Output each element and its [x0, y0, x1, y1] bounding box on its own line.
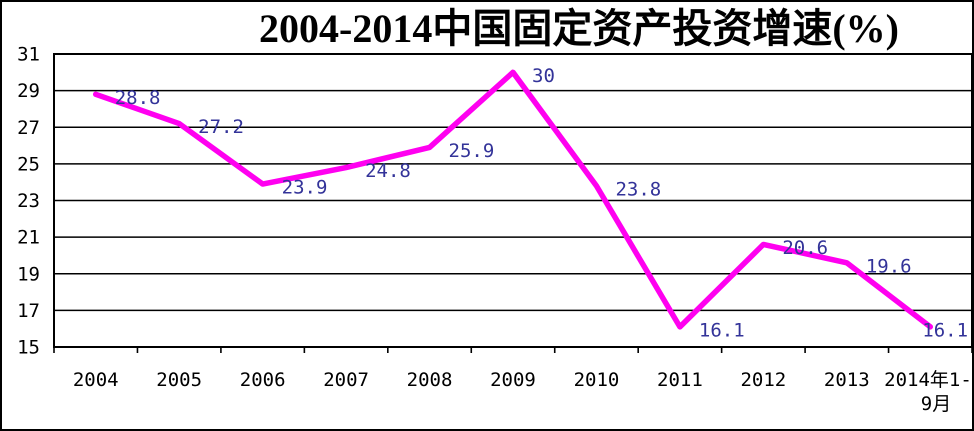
series-line	[92, 69, 934, 330]
data-point-label: 16.1	[699, 319, 745, 341]
x-axis-tick-label: 2005	[156, 369, 202, 391]
x-axis-tick-label: 2014年1-9月	[884, 369, 972, 415]
data-point-label: 30	[532, 65, 555, 87]
data-point-label: 23.8	[615, 178, 661, 200]
x-axis-tick-label: 2007	[323, 369, 369, 391]
chart-title: 2004-2014中国固定资产投资增速(%)	[259, 6, 899, 51]
x-axis-tick-label: 2009	[490, 369, 536, 391]
x-axis-tick-label: 2008	[407, 369, 453, 391]
data-point-label: 25.9	[449, 140, 495, 162]
x-axis-tick-label: 2004	[73, 369, 119, 391]
y-axis-tick-label: 27	[17, 117, 40, 139]
y-axis-tick-label: 15	[17, 337, 40, 359]
y-axis-tick-label: 23	[17, 190, 40, 212]
x-axis-tick-label: 2013	[824, 369, 870, 391]
data-point-label: 24.8	[365, 160, 411, 182]
x-axis-tick-label: 2010	[574, 369, 620, 391]
y-axis-tick-label: 29	[17, 80, 40, 102]
x-axis-tick-label: 2012	[740, 369, 786, 391]
data-point-label: 20.6	[782, 237, 828, 259]
data-point-label: 27.2	[198, 116, 244, 138]
data-point-label: 16.1	[922, 319, 968, 341]
x-axis-tick-label: 2011	[657, 369, 703, 391]
data-point-label: 28.8	[115, 87, 161, 109]
y-axis-tick-label: 25	[17, 153, 40, 175]
y-axis-tick-label: 21	[17, 227, 40, 249]
data-point-label: 23.9	[282, 177, 328, 199]
y-axis-tick-label: 19	[17, 263, 40, 285]
y-axis-tick-label: 17	[17, 300, 40, 322]
y-axis-tick-label: 31	[17, 44, 40, 66]
x-axis-tick-label: 2006	[240, 369, 286, 391]
plot-border	[53, 53, 972, 348]
data-point-label: 19.6	[866, 255, 912, 277]
